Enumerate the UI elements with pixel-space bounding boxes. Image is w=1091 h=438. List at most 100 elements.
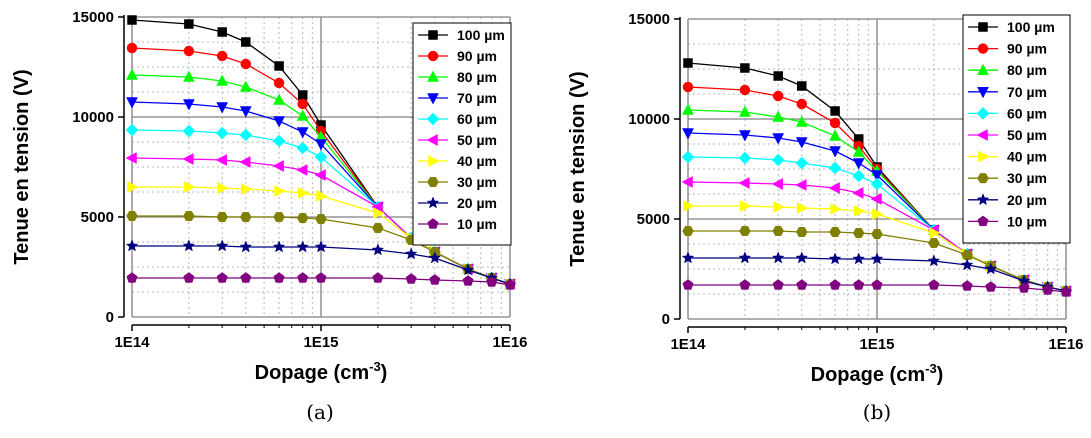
legend-label: 90 µm xyxy=(457,48,497,64)
chart-panel-a: 0 5000 10000 15000 1E14 1E15 1E16 Tenue en tens… xyxy=(11,9,528,424)
legend-label: 10 µm xyxy=(1007,213,1047,229)
y-axis-title: Tenue en tension (V) xyxy=(11,69,33,264)
legend-marker xyxy=(978,22,988,32)
data-point xyxy=(681,150,695,164)
data-point xyxy=(772,225,784,237)
legend-marker xyxy=(976,107,990,120)
legend-label: 70 µm xyxy=(1007,84,1047,100)
data-point xyxy=(929,227,941,239)
data-point xyxy=(182,70,195,82)
legend-label: 50 µm xyxy=(457,132,497,148)
legend-marker xyxy=(977,63,989,75)
data-point xyxy=(738,105,751,117)
legend-marker xyxy=(428,30,438,40)
data-point xyxy=(182,153,194,165)
legend: 100 µm 90 µm 80 µm 70 µm 60 µm 50 µm 40 µm 30 µ… xyxy=(412,22,512,246)
data-point xyxy=(272,134,286,148)
legend-marker xyxy=(427,93,439,105)
data-point xyxy=(371,243,385,256)
data-point xyxy=(240,272,252,283)
legend-label: 30 µm xyxy=(1007,170,1047,186)
data-point xyxy=(852,158,865,170)
data-point xyxy=(126,42,138,54)
figure-caption: (a) xyxy=(306,400,334,424)
series-10-µm xyxy=(682,279,1072,297)
x-tick-label: 1E15 xyxy=(859,336,894,353)
legend-marker xyxy=(977,215,989,227)
data-point xyxy=(870,252,884,265)
data-point xyxy=(772,90,784,102)
data-point xyxy=(738,251,752,264)
data-point xyxy=(296,141,310,155)
data-point xyxy=(928,279,940,290)
data-point xyxy=(852,187,864,199)
data-point xyxy=(961,280,973,291)
data-point xyxy=(1018,282,1030,293)
y-tick-label: 10000 xyxy=(628,111,670,128)
data-point xyxy=(830,203,842,215)
legend-label: 10 µm xyxy=(457,216,497,232)
data-point xyxy=(297,98,308,110)
legend-label: 80 µm xyxy=(457,69,497,85)
data-point xyxy=(739,225,751,237)
data-point xyxy=(314,169,326,181)
data-point xyxy=(796,98,808,110)
data-point xyxy=(274,185,286,197)
data-point xyxy=(871,279,883,290)
legend-marker xyxy=(427,218,439,229)
y-tick-label: 0 xyxy=(106,309,114,326)
data-point xyxy=(241,183,253,195)
data-point xyxy=(829,146,841,158)
data-point xyxy=(215,239,229,252)
legend-label: 100 µm xyxy=(457,27,505,43)
data-point xyxy=(297,272,309,283)
data-point xyxy=(405,273,417,284)
x-tick-label: 1E16 xyxy=(1048,336,1083,353)
data-point xyxy=(504,279,516,290)
legend-label: 60 µm xyxy=(457,111,497,127)
data-point xyxy=(852,252,866,265)
data-point xyxy=(772,279,784,290)
legend: 100 µm 90 µm 80 µm 70 µm 60 µm 50 µm 40 µm 30 µ… xyxy=(962,14,1071,244)
data-point xyxy=(738,177,750,189)
y-tick-label: 5000 xyxy=(81,209,114,226)
legend-marker xyxy=(977,173,989,184)
data-point xyxy=(316,190,328,202)
legend-label: 40 µm xyxy=(1007,149,1047,165)
data-point xyxy=(273,116,285,128)
data-point xyxy=(239,240,253,253)
data-point xyxy=(217,27,227,37)
legend-marker xyxy=(427,70,439,82)
data-point xyxy=(682,81,694,93)
data-point xyxy=(771,178,783,190)
data-point xyxy=(240,211,252,223)
legend-marker xyxy=(976,193,990,206)
data-point xyxy=(127,181,139,193)
series-10-µm xyxy=(126,272,516,290)
data-point xyxy=(1060,286,1072,297)
data-point xyxy=(738,130,751,142)
x-tick-label: 1E14 xyxy=(114,334,150,351)
data-point xyxy=(296,212,309,224)
data-point xyxy=(241,37,251,47)
legend-marker xyxy=(976,129,988,141)
data-point xyxy=(239,80,252,92)
data-point xyxy=(797,202,809,214)
data-point xyxy=(273,211,285,223)
data-point xyxy=(315,139,327,151)
data-point xyxy=(796,279,808,290)
data-point xyxy=(740,63,750,73)
data-point xyxy=(217,182,229,194)
data-point xyxy=(314,150,328,164)
data-point xyxy=(772,110,785,122)
data-point xyxy=(830,106,840,116)
legend-marker xyxy=(427,50,439,62)
data-point xyxy=(462,275,474,286)
data-point xyxy=(871,228,883,240)
data-point xyxy=(216,102,229,114)
data-point xyxy=(852,169,866,183)
data-point xyxy=(1042,284,1054,295)
data-point xyxy=(215,126,229,140)
legend-label: 90 µm xyxy=(1007,41,1047,57)
series-20-µm xyxy=(125,239,517,290)
